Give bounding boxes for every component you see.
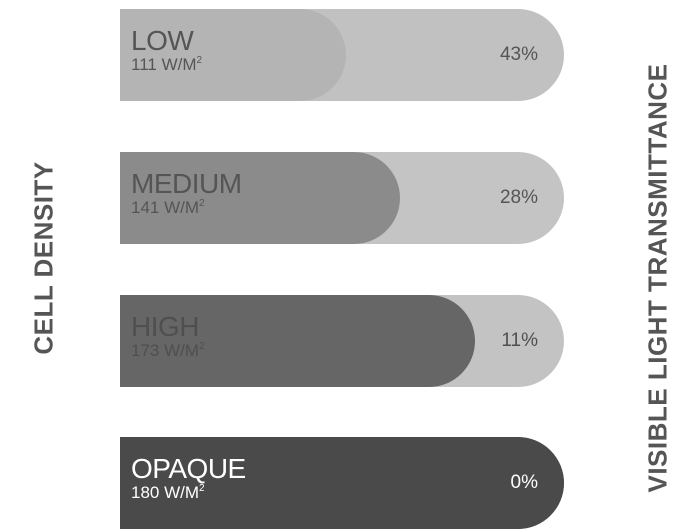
bar-low: LOW 111 W/M2 43%	[120, 9, 564, 101]
bar-label: LOW 111 W/M2	[131, 25, 203, 74]
category-label: HIGH	[131, 311, 199, 342]
bar-opaque: OPAQUE 180 W/M2 0%	[120, 437, 564, 529]
category-label: LOW	[131, 25, 194, 56]
bar-fill	[120, 295, 476, 387]
value-label: 0%	[510, 472, 538, 493]
bar-high: HIGH 173 W/M2 11%	[120, 295, 564, 387]
bar-track	[120, 152, 564, 244]
bar-label: MEDIUM 141 W/M2	[131, 168, 242, 217]
bar-label: HIGH 173 W/M2	[131, 311, 205, 360]
density-label: 180 W/M2	[131, 483, 205, 502]
bar-track	[120, 437, 564, 529]
x-axis-label: VISIBLE LIGHT TRANSMITTANCE	[642, 63, 673, 493]
y-axis-label: CELL DENSITY	[28, 161, 59, 355]
value-label: 28%	[499, 187, 538, 208]
density-label: 173 W/M2	[131, 341, 205, 360]
value-label: 11%	[501, 330, 538, 351]
bar-track	[120, 295, 564, 387]
bar-medium: MEDIUM 141 W/M2 28%	[120, 152, 564, 244]
value-label: 43%	[499, 44, 538, 65]
density-label: 141 W/M2	[131, 198, 205, 217]
bar-fill	[120, 152, 400, 244]
bar-fill	[120, 9, 347, 101]
category-label: MEDIUM	[131, 168, 242, 199]
bar-label: OPAQUE 180 W/M2	[131, 453, 246, 502]
density-label: 111 W/M2	[131, 55, 203, 74]
category-label: OPAQUE	[131, 453, 246, 484]
bar-track	[120, 9, 564, 101]
bar-fill	[120, 437, 564, 529]
